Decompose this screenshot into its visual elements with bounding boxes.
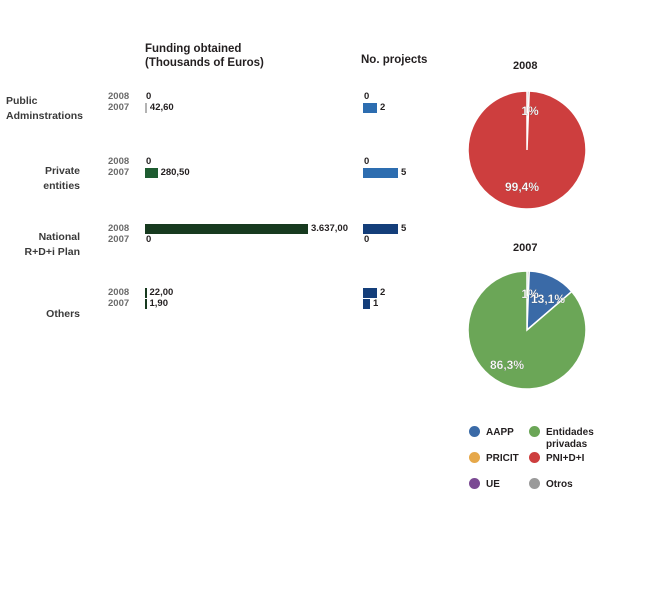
year-label-2007: 2007 <box>108 102 130 113</box>
category-label-public: Public Adminstrations <box>6 95 84 122</box>
projects-value-private-2008: 0 <box>364 156 370 167</box>
pie-data-label: 13,1% <box>531 292 565 306</box>
projects-value-national-2008: 5 <box>401 223 407 234</box>
legend-label-pni: PNI+D+I <box>546 453 585 464</box>
pie-chart-2008: 1% 99,4% <box>467 90 587 210</box>
category-label-national: National R+D+i Plan <box>24 231 80 258</box>
funding-bar-national-2008 <box>145 224 308 234</box>
projects-bar-others-2008 <box>363 288 377 298</box>
funding-value-public-2007: 42,60 <box>149 102 174 113</box>
legend-swatch-entidades-privadas <box>529 426 540 437</box>
legend-label-entidades-privadas: Entidades privadas <box>546 427 594 450</box>
year-label-2008: 2008 <box>108 287 130 298</box>
pie-data-label: 1% <box>521 287 539 301</box>
year-label-2007: 2007 <box>108 234 130 245</box>
year-label-2008: 2008 <box>108 223 130 234</box>
legend-label-pricit: PRICIT <box>486 453 519 464</box>
year-label-2007: 2007 <box>108 298 130 309</box>
funding-bar-others-2007 <box>145 299 147 309</box>
pie-data-label: 99,4% <box>505 180 539 194</box>
funding-value-others-2007: 1,90 <box>149 298 169 309</box>
projects-bar-national-2008 <box>363 224 398 234</box>
funding-value-others-2008: 22,00 <box>149 287 174 298</box>
funding-bar-private-2007 <box>145 168 158 178</box>
projects-value-national-2007: 0 <box>364 234 370 245</box>
projects-bar-private-2007 <box>363 168 398 178</box>
pie-data-label: 1% <box>521 104 539 118</box>
projects-value-public-2008: 0 <box>364 91 370 102</box>
funding-bar-others-2008 <box>145 288 147 298</box>
funding-header: Funding obtained (Thousands of Euros) <box>145 43 264 69</box>
projects-value-others-2007: 1 <box>373 298 379 309</box>
projects-header: No. projects <box>361 54 428 66</box>
funding-value-private-2007: 280,50 <box>160 167 190 178</box>
projects-value-public-2007: 2 <box>380 102 386 113</box>
projects-value-others-2008: 2 <box>380 287 386 298</box>
legend-swatch-otros <box>529 478 540 489</box>
legend-label-otros: Otros <box>546 479 573 490</box>
legend-label-aapp: AAPP <box>486 427 514 438</box>
projects-bar-others-2007 <box>363 299 370 309</box>
legend-swatch-aapp <box>469 426 480 437</box>
category-label-others: Others <box>46 308 80 320</box>
pie-chart-2007: 1%13,1% 86,3% <box>467 270 587 390</box>
pie-slice-entidades-privadas <box>467 270 587 390</box>
funding-value-national-2008: 3.637,00 <box>311 223 348 234</box>
funding-value-private-2008: 0 <box>146 156 152 167</box>
year-label-2008: 2008 <box>108 156 130 167</box>
funding-value-national-2007: 0 <box>146 234 152 245</box>
pie-data-label: 86,3% <box>490 358 524 372</box>
funding-value-public-2008: 0 <box>146 91 152 102</box>
category-label-private: Private entities <box>43 165 80 192</box>
legend-label-ue: UE <box>486 479 500 490</box>
year-label-2008: 2008 <box>108 91 130 102</box>
projects-bar-public-2007 <box>363 103 377 113</box>
projects-value-private-2007: 5 <box>401 167 407 178</box>
pie-title-2007: 2007 <box>513 242 538 254</box>
legend-swatch-ue <box>469 478 480 489</box>
legend-swatch-pricit <box>469 452 480 463</box>
year-label-2007: 2007 <box>108 167 130 178</box>
pie-slice-pni-d-i <box>467 90 587 210</box>
funding-bar-public-2007 <box>145 103 147 113</box>
legend-swatch-pni <box>529 452 540 463</box>
pie-title-2008: 2008 <box>513 60 538 72</box>
